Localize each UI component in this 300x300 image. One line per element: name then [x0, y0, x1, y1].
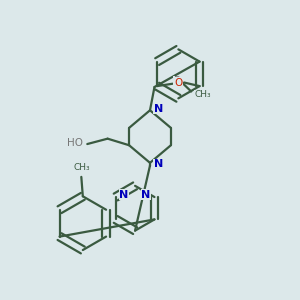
Text: O: O [174, 78, 182, 88]
Text: N: N [119, 190, 129, 200]
Text: CH₃: CH₃ [73, 164, 90, 172]
Text: F: F [174, 76, 179, 86]
Text: N: N [154, 104, 163, 114]
Text: HO: HO [67, 138, 83, 148]
Text: N: N [154, 159, 163, 169]
Text: N: N [142, 190, 151, 200]
Text: CH₃: CH₃ [194, 90, 211, 99]
